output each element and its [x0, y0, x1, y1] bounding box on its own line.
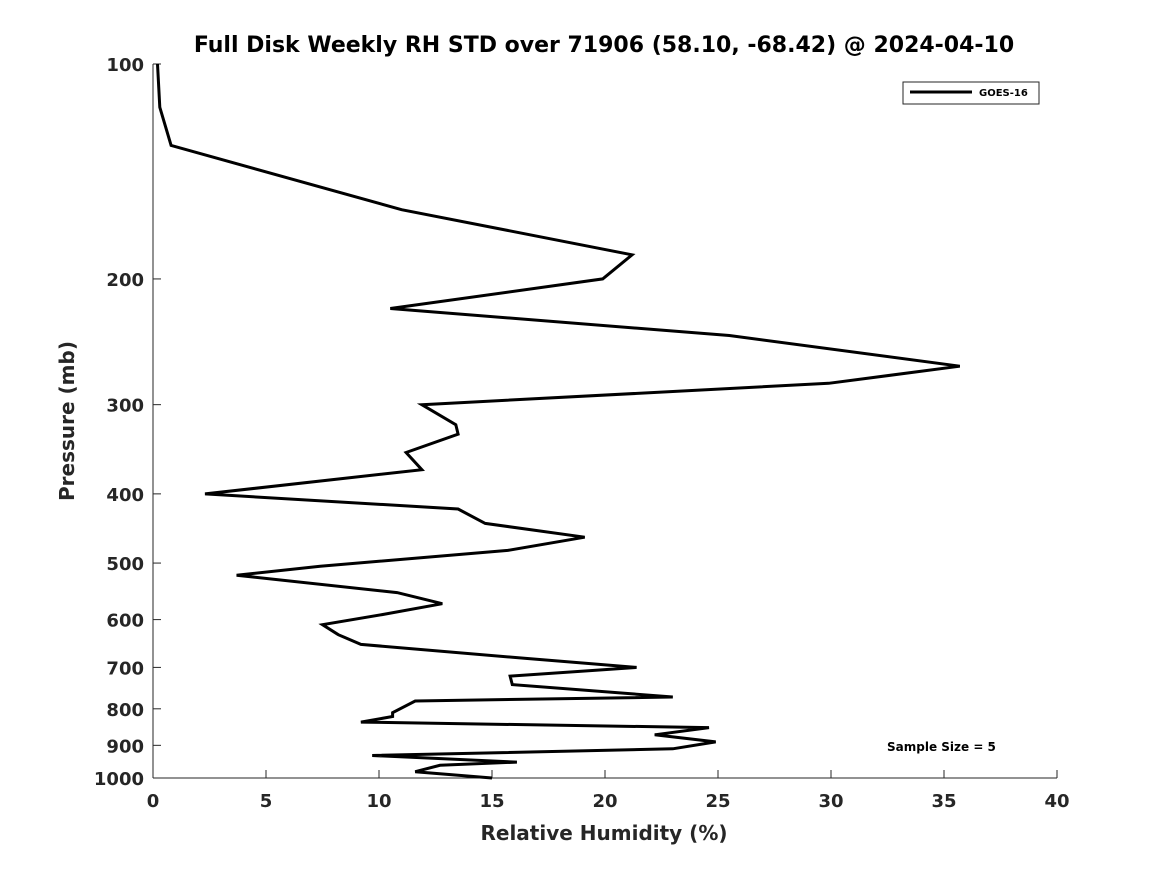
y-axis-label: Pressure (mb): [55, 341, 79, 501]
series-line-goes-16: [156, 63, 960, 780]
x-tick-label: 40: [1044, 791, 1069, 812]
y-tick-label: 500: [106, 554, 144, 575]
x-tick-label: 0: [147, 791, 160, 812]
y-tick-label: 200: [106, 270, 144, 291]
x-axis-ticks: 0 5 10 15 20 25 30 35 40: [147, 770, 1070, 812]
legend-label-goes-16: GOES-16: [979, 88, 1028, 99]
y-tick-label: 900: [106, 736, 144, 757]
x-tick-label: 20: [592, 791, 617, 812]
x-tick-label: 35: [931, 791, 956, 812]
chart-title: Full Disk Weekly RH STD over 71906 (58.1…: [194, 33, 1014, 58]
y-tick-label: 1000: [94, 769, 144, 790]
x-tick-label: 25: [705, 791, 730, 812]
y-tick-label: 300: [106, 396, 144, 417]
x-tick-label: 10: [366, 791, 391, 812]
plot-area: 0 5 10 15 20 25 30 35 40 100 200 300 400 500 600 700 80…: [94, 55, 1070, 812]
y-tick-label: 600: [106, 611, 144, 632]
y-axis-ticks: 100 200 300 400 500 600 700 800 900 1000: [94, 55, 161, 790]
x-tick-label: 5: [260, 791, 273, 812]
x-tick-label: 15: [479, 791, 504, 812]
y-tick-label: 800: [106, 700, 144, 721]
y-tick-label: 700: [106, 658, 144, 679]
sample-size-annotation: Sample Size = 5: [887, 740, 996, 754]
series-group: [156, 63, 960, 780]
x-tick-label: 30: [818, 791, 843, 812]
x-axis-label: Relative Humidity (%): [480, 821, 727, 845]
y-tick-label: 400: [106, 485, 144, 506]
legend: GOES-16: [902, 81, 1040, 105]
y-tick-label: 100: [106, 55, 144, 76]
